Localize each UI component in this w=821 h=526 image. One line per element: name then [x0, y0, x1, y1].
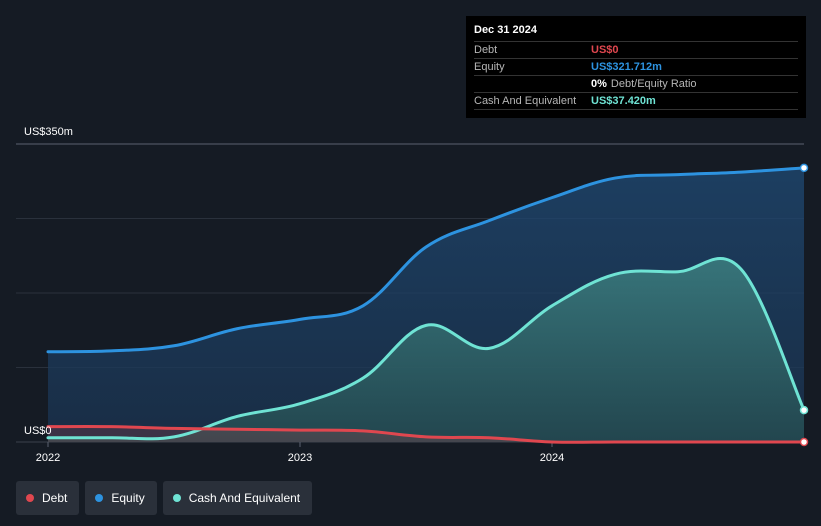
debt-dot-icon — [26, 494, 34, 502]
tooltip-ratio-caption: Debt/Equity Ratio — [610, 78, 697, 90]
x-tick-label: 2023 — [288, 452, 312, 464]
legend-label-debt: Debt — [42, 491, 68, 505]
y-axis-max-label: US$350m — [24, 126, 73, 138]
tooltip-equity-value: US$321.712m — [591, 61, 662, 73]
equity-line — [46, 166, 806, 354]
tooltip-row-cash: Cash And Equivalent US$37.420m — [474, 92, 798, 110]
equity-end-marker — [799, 163, 809, 173]
tooltip-debt-label: Debt — [474, 44, 498, 56]
legend-item-equity[interactable]: Equity — [85, 481, 157, 515]
x-tick-label: 2024 — [540, 452, 564, 464]
legend-label-equity: Equity — [111, 491, 145, 505]
tooltip-row-equity: Equity US$321.712m — [474, 58, 798, 75]
cash-and-equivalent-area — [48, 258, 804, 442]
tooltip-row-ratio: 0% Debt/Equity Ratio — [474, 75, 798, 92]
equity-dot-icon — [95, 494, 104, 502]
tooltip-equity-label: Equity — [474, 61, 505, 73]
legend-item-debt[interactable]: Debt — [16, 481, 80, 515]
tooltip-row-debt: Debt US$0 — [474, 41, 798, 58]
tooltip-cash-value: US$37.420m — [591, 95, 656, 107]
chart-legend: Debt Equity Cash And Equivalent — [16, 481, 313, 515]
legend-item-cash[interactable]: Cash And Equivalent — [162, 481, 313, 515]
tooltip-date: Dec 31 2024 — [474, 24, 537, 36]
tooltip-cash-label: Cash And Equivalent — [474, 95, 577, 107]
debt-end-marker — [799, 437, 809, 447]
tooltip-debt-value: US$0 — [591, 44, 619, 56]
cash-and-equivalent-end-marker — [799, 405, 809, 415]
tooltip-panel: Dec 31 2024 Debt US$0 Equity US$321.712m… — [466, 16, 806, 118]
tooltip-ratio-value: 0% — [591, 78, 607, 90]
x-tick-label: 2022 — [36, 452, 60, 464]
legend-label-cash: Cash And Equivalent — [188, 491, 301, 505]
cash-and-equivalent-line — [46, 257, 806, 441]
debt-line — [46, 425, 806, 444]
cash-dot-icon — [172, 494, 181, 502]
y-axis-min-label: US$0 — [24, 425, 52, 437]
